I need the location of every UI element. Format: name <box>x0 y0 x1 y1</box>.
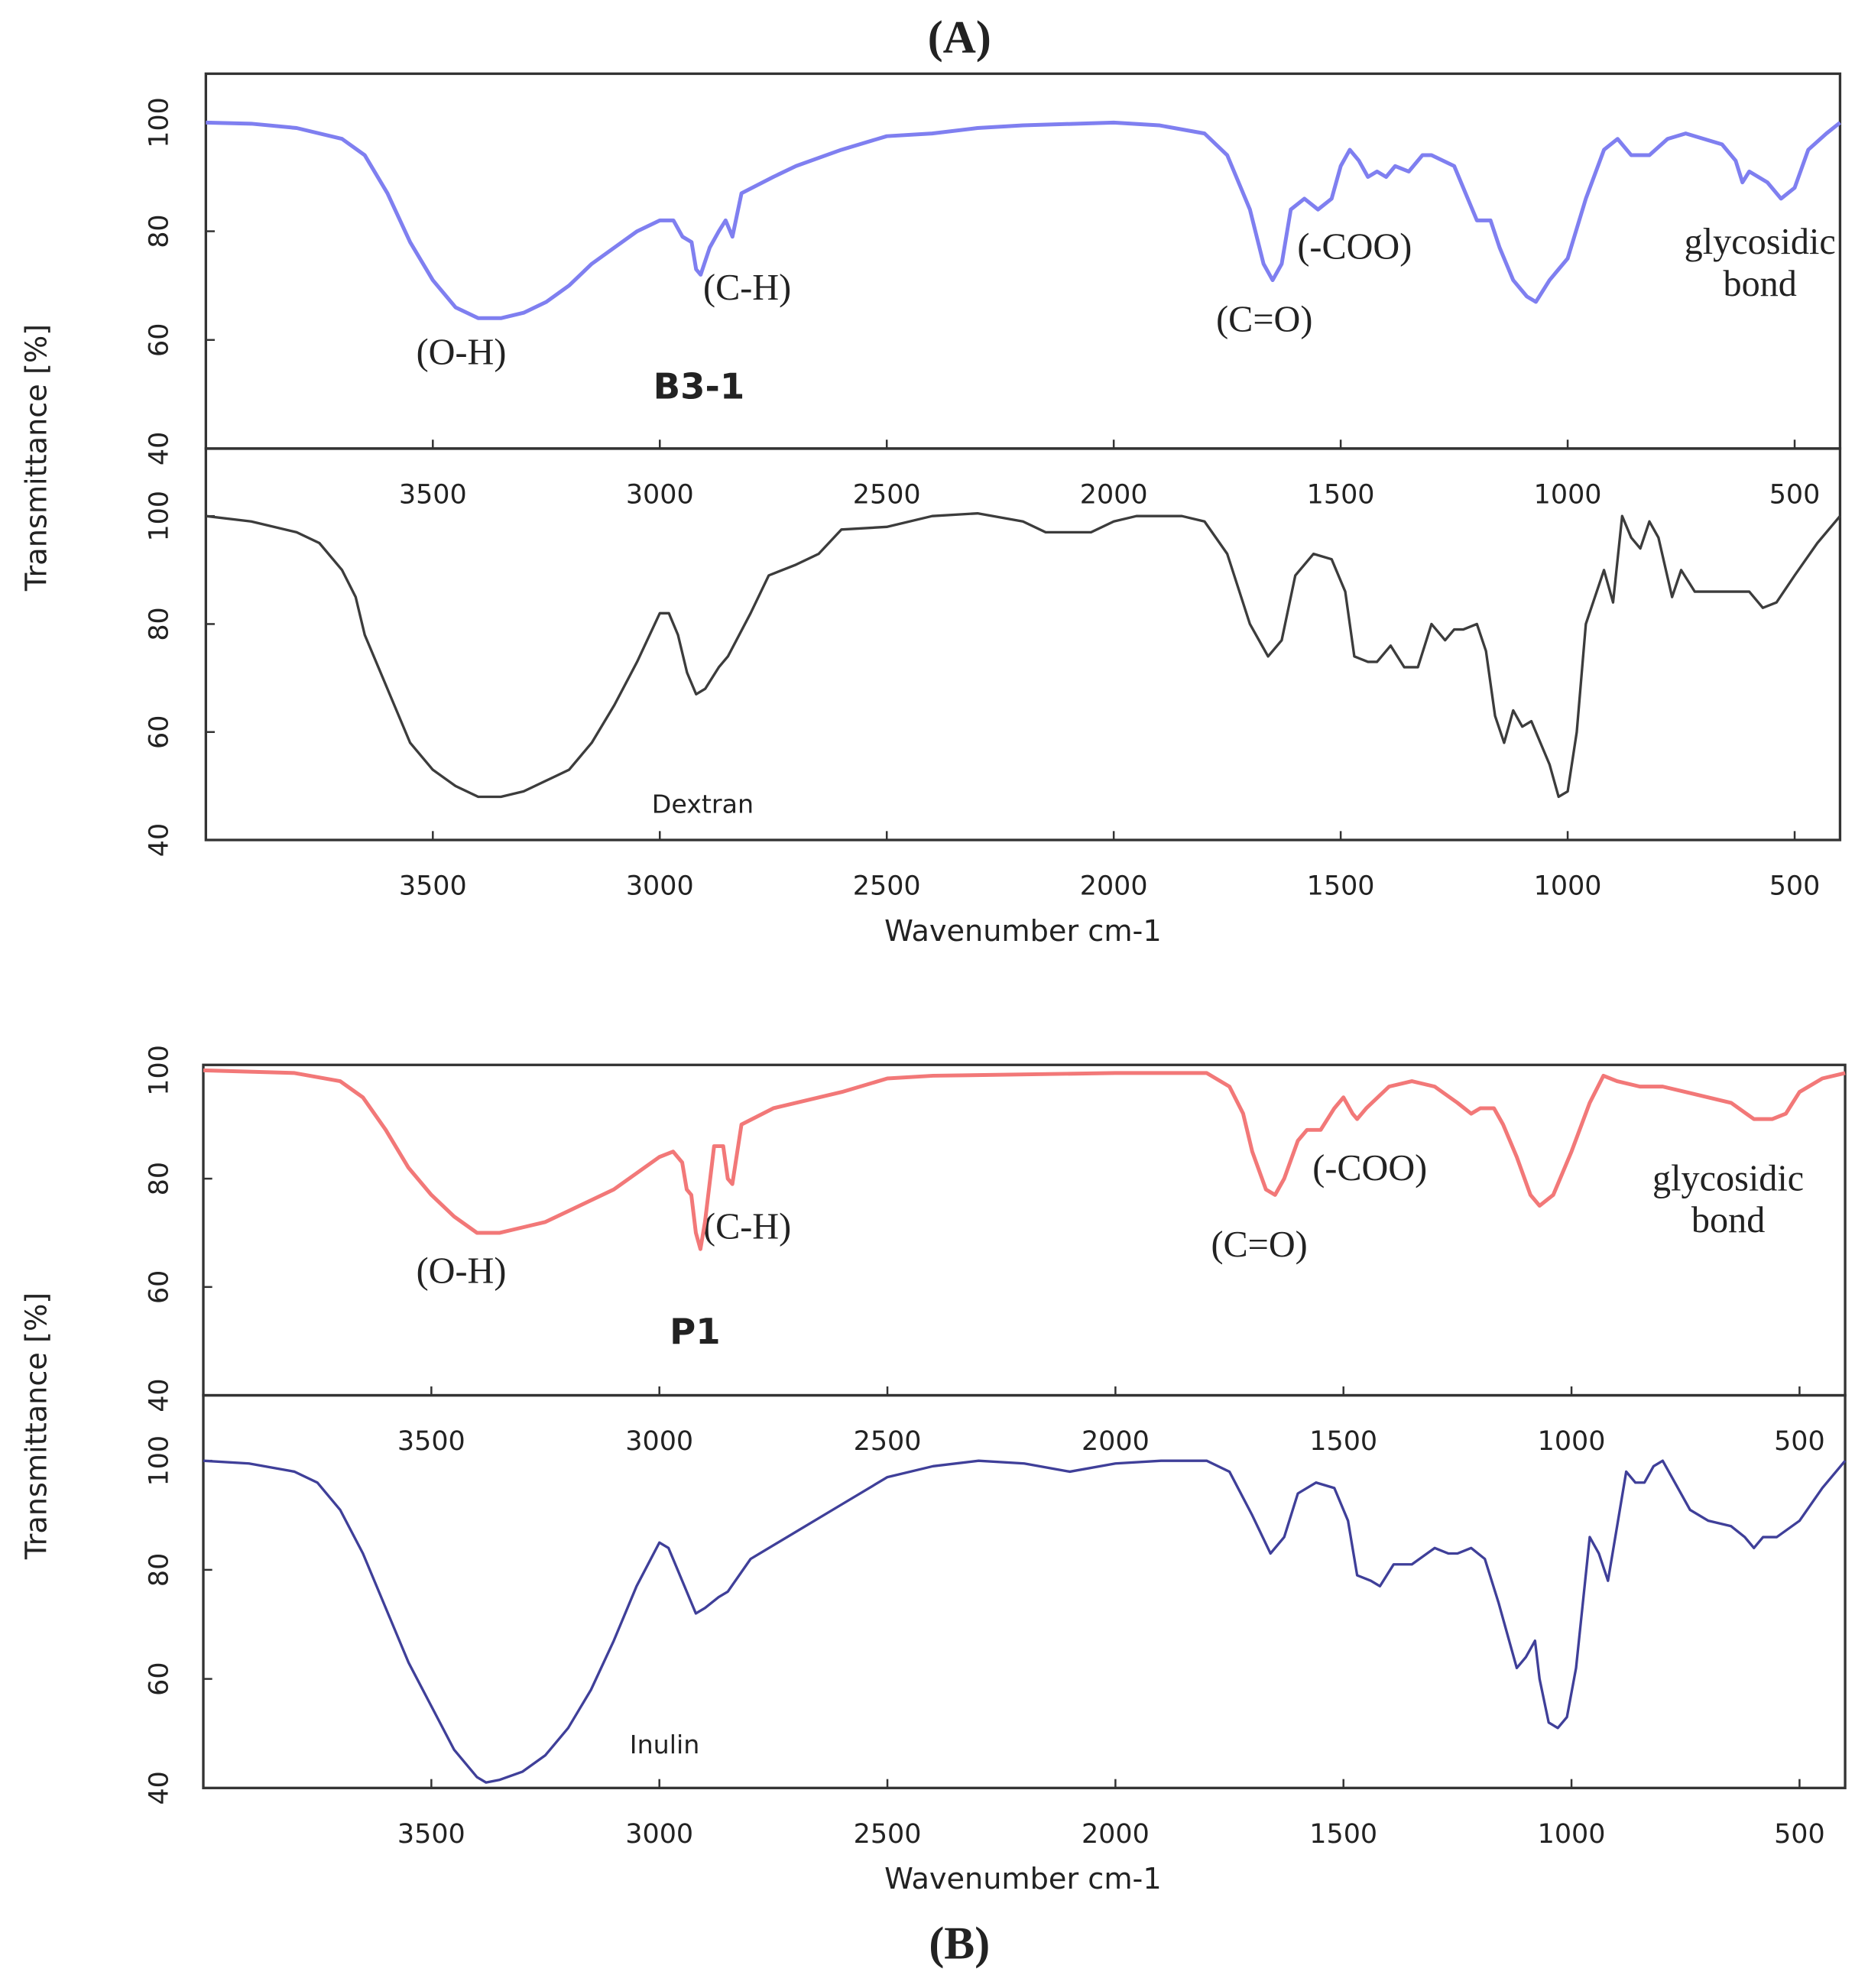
x-tick-label: 1500 <box>1309 1819 1377 1850</box>
annotation: (O-H) <box>417 332 507 373</box>
y-tick-label: 100 <box>144 491 174 542</box>
annotation: (C=O) <box>1211 1224 1307 1265</box>
x-tick-label: 3000 <box>626 871 694 902</box>
x-tick-label: 2000 <box>1082 1819 1150 1850</box>
x-tick-label: 3000 <box>626 479 694 510</box>
y-tick-label: 40 <box>144 823 174 857</box>
y-tick-label: 60 <box>144 1662 174 1695</box>
y-tick-label: 40 <box>144 432 174 465</box>
y-axis-label: Transmittance [%] <box>20 1292 54 1560</box>
x-tick-label: 2000 <box>1082 1426 1150 1457</box>
spectrum-line <box>206 120 1841 320</box>
x-tick-label: 3500 <box>397 1426 465 1457</box>
x-tick-label: 2500 <box>854 1819 922 1850</box>
x-tick-label: 1000 <box>1534 479 1602 510</box>
y-tick-label: 40 <box>144 1771 174 1805</box>
plot-frame <box>204 72 1842 450</box>
x-tick-label: 2000 <box>1080 479 1148 510</box>
x-tick-label: 1500 <box>1307 871 1375 902</box>
x-tick-label: 500 <box>1774 1426 1825 1457</box>
annotation: (-COO) <box>1297 227 1412 268</box>
x-tick-label: 1500 <box>1307 479 1375 510</box>
x-tick-label: 3500 <box>397 1819 465 1850</box>
annotation: (C-H) <box>703 1206 791 1247</box>
x-tick-label: 3000 <box>625 1819 693 1850</box>
y-tick-label: 60 <box>144 715 174 749</box>
x-axis-label: Wavenumber cm-1 <box>884 1863 1162 1896</box>
plot-frame <box>202 1393 1847 1789</box>
spectrum-line <box>203 1459 1847 1784</box>
panel-label: (A) <box>928 12 991 63</box>
x-tick-label: 500 <box>1774 1819 1825 1850</box>
annotation: (C=O) <box>1216 299 1312 339</box>
series-label: Inulin <box>630 1730 700 1759</box>
spectrum-line <box>203 1068 1846 1251</box>
series-label: P1 <box>670 1311 721 1352</box>
x-tick-label: 500 <box>1769 479 1821 510</box>
y-tick-label: 60 <box>144 1270 174 1304</box>
x-axis-label: Wavenumber cm-1 <box>884 915 1162 949</box>
x-tick-label: 3500 <box>399 871 467 902</box>
y-tick-label: 80 <box>144 1553 174 1587</box>
y-tick-label: 40 <box>144 1378 174 1412</box>
spectrum-line <box>206 512 1841 799</box>
annotation: (O-H) <box>417 1251 507 1292</box>
y-tick-label: 60 <box>144 323 174 357</box>
y-tick-label: 80 <box>144 1162 174 1195</box>
x-tick-label: 500 <box>1769 871 1821 902</box>
x-tick-label: 1000 <box>1534 871 1602 902</box>
x-tick-label: 3500 <box>399 479 467 510</box>
x-tick-label: 2500 <box>854 1426 922 1457</box>
series-label: Dextran <box>652 790 754 819</box>
y-axis-label: Transmittance [%] <box>20 324 54 592</box>
plot-frame <box>204 447 1842 842</box>
x-tick-label: 1000 <box>1538 1819 1606 1850</box>
series-label: B3-1 <box>653 365 745 407</box>
x-tick-label: 1000 <box>1538 1426 1606 1457</box>
annotation: glycosidic <box>1685 222 1836 262</box>
y-tick-label: 100 <box>144 97 174 148</box>
x-tick-label: 2000 <box>1080 871 1148 902</box>
y-tick-label: 100 <box>144 1435 174 1487</box>
annotation: (-COO) <box>1312 1148 1427 1189</box>
annotation: glycosidic <box>1652 1158 1804 1198</box>
x-tick-label: 2500 <box>853 871 921 902</box>
x-tick-label: 1500 <box>1309 1426 1377 1457</box>
y-tick-label: 100 <box>144 1045 174 1096</box>
annotation: bond <box>1723 264 1796 304</box>
panel-label: (B) <box>929 1918 990 1969</box>
x-tick-label: 3000 <box>625 1426 693 1457</box>
y-tick-label: 80 <box>144 607 174 641</box>
plot-frame <box>202 1063 1847 1397</box>
x-tick-label: 2500 <box>853 479 921 510</box>
annotation: bond <box>1691 1200 1765 1240</box>
y-tick-label: 80 <box>144 214 174 248</box>
annotation: (C-H) <box>703 268 791 308</box>
